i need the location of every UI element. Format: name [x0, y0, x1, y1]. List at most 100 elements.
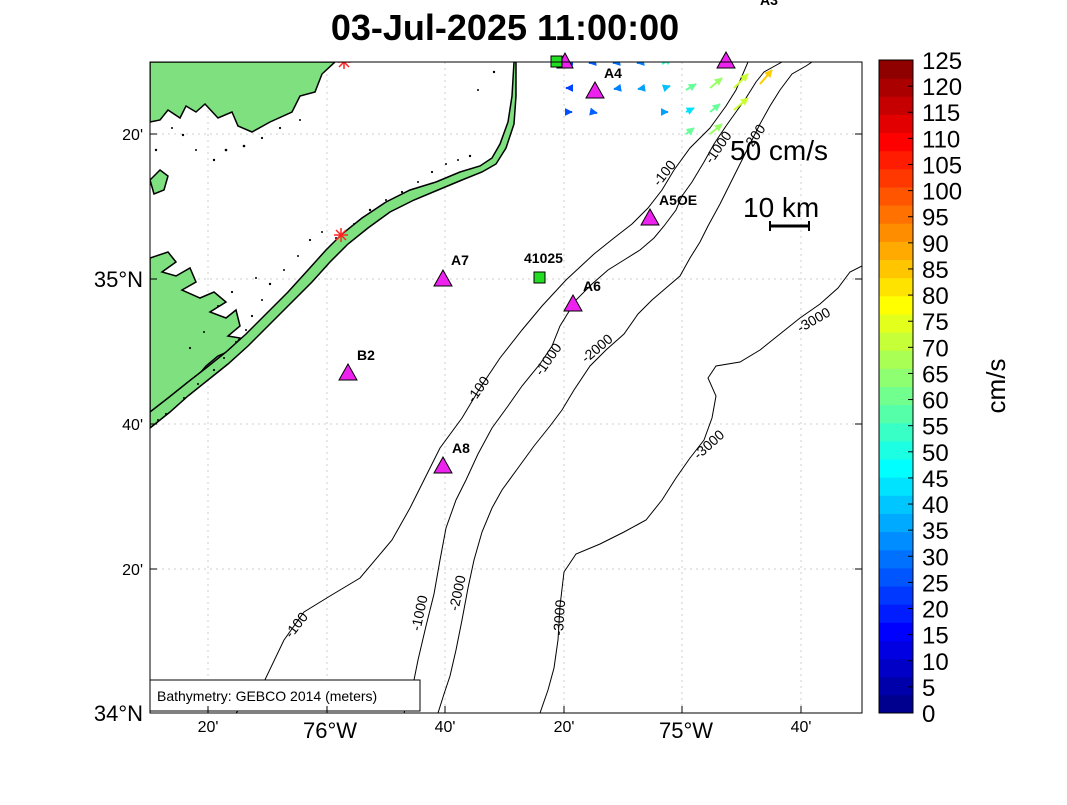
colorbar-cell: [879, 114, 913, 134]
colorbar-cell: [879, 676, 913, 696]
colorbar-tick-label: 70: [922, 335, 949, 362]
y-tick-label: 40': [122, 417, 143, 434]
station-triangle-b2[interactable]: [338, 362, 358, 381]
colorbar-tick-label: 80: [922, 283, 949, 310]
colorbar-cell: [879, 186, 913, 206]
radar-site-star: [337, 62, 351, 69]
colorbar-tick-label: 65: [922, 361, 949, 388]
colorbar-cell: [879, 313, 913, 333]
colorbar-cell: [879, 96, 913, 115]
colorbar-cell: [879, 295, 913, 315]
colorbar-cell: [879, 60, 913, 79]
map-panel: -100 -100 -100 -1000 -1000 -1000 -2000 -…: [150, 62, 862, 713]
colorbar-cell: [879, 440, 913, 460]
station-triangle-a4[interactable]: [585, 80, 605, 99]
radar-site-star: [334, 228, 348, 242]
colorbar-cell: [879, 332, 913, 351]
distance-scale-label: 10 km: [743, 192, 819, 223]
current-arrow: [637, 83, 646, 92]
colorbar-cell: [879, 241, 913, 261]
colorbar-tick-label: 120: [922, 74, 962, 101]
colorbar-cell: [879, 277, 913, 297]
map-border: [149, 61, 863, 714]
figure-title: 03-Jul-2025 11:00:00: [331, 7, 679, 48]
axis-tick-marks: [150, 133, 862, 713]
colorbar-cell: [879, 513, 913, 533]
current-arrow: [732, 62, 734, 63]
colorbar-cell: [879, 531, 913, 551]
station-triangle-a5oe[interactable]: [640, 207, 660, 226]
station-label-a8: A8: [452, 440, 470, 456]
colorbar-tick-label: 75: [922, 309, 949, 336]
scale-annotations: 50 cm/s 10 km: [730, 135, 828, 231]
bathymetry-note: Bathymetry: GEBCO 2014 (meters): [149, 679, 421, 712]
colorbar-cell: [879, 223, 913, 242]
colorbar-tick-label: 90: [922, 231, 949, 258]
current-arrow: [733, 73, 749, 89]
colorbar: 1251201151101051009590858075706560555045…: [878, 48, 1011, 728]
colorbar-tick-label: 5: [922, 675, 935, 702]
x-tick-label: 20': [198, 719, 219, 736]
colorbar-ticks: 1251201151101051009590858075706560555045…: [908, 48, 962, 728]
colorbar-cell: [879, 150, 913, 170]
colorbar-tick-label: 0: [922, 701, 935, 728]
bathymetry-contours: [235, 62, 862, 713]
colorbar-tick-label: 35: [922, 518, 949, 545]
colorbar-cell: [879, 259, 913, 279]
colorbar-cell: [879, 404, 913, 424]
colorbar-gradient: [879, 60, 913, 714]
colorbar-tick-label: 25: [922, 570, 949, 597]
x-tick-label: 40': [435, 719, 456, 736]
station-triangle-a7[interactable]: [433, 268, 453, 287]
colorbar-cell: [879, 622, 913, 641]
contour-label: -1000: [408, 594, 431, 633]
current-arrow: [613, 83, 622, 92]
colorbar-cell: [879, 459, 913, 478]
station-triangle-a8[interactable]: [433, 455, 453, 474]
y-tick-label: 34°N: [94, 701, 143, 726]
station-triangle-a3[interactable]: [716, 50, 736, 69]
current-arrow: [733, 97, 749, 111]
coastline-dots: [154, 70, 496, 421]
colorbar-cell: [879, 368, 913, 387]
colorbar-tick-label: 110: [922, 126, 960, 153]
x-tick-label: 40': [791, 719, 812, 736]
station-markers: [338, 50, 736, 474]
current-arrow: [685, 127, 695, 136]
current-arrow: [708, 62, 710, 63]
colorbar-cell: [879, 694, 913, 714]
colorbar-cell: [879, 132, 913, 152]
colorbar-border: [878, 59, 914, 714]
current-arrow: [685, 83, 697, 92]
x-tick-label: 76°W: [303, 718, 357, 743]
colorbar-cell: [879, 422, 913, 442]
colorbar-cell: [879, 658, 913, 678]
colorbar-cell: [879, 549, 913, 569]
station-label-a3: A3: [760, 0, 778, 8]
colorbar-cell: [879, 586, 913, 605]
colorbar-cell: [879, 640, 913, 660]
colorbar-tick-label: 15: [922, 623, 949, 650]
distance-scale-bar: [769, 221, 810, 231]
current-arrow: [709, 103, 721, 113]
station-triangle-a6[interactable]: [563, 293, 583, 312]
colorbar-tick-label: 100: [922, 179, 962, 206]
current-arrow: [685, 107, 695, 115]
y-axis-labels: 20' 35°N 40' 20' 34°N: [94, 127, 143, 726]
colorbar-tick-label: 115: [922, 100, 960, 127]
colorbar-cell: [879, 477, 913, 496]
station-label-a6: A6: [583, 278, 601, 294]
buoy-marker-41025[interactable]: [533, 271, 546, 284]
x-tick-label: 20': [554, 719, 575, 736]
colorbar-cell: [879, 495, 913, 514]
colorbar-tick-label: 95: [922, 205, 949, 232]
contour-label: -3000: [550, 599, 568, 636]
x-axis-labels: 20' 76°W 40' 20' 75°W 40': [198, 718, 812, 743]
contour-label: -2000: [446, 574, 469, 613]
colorbar-tick-label: 10: [922, 649, 949, 676]
x-tick-label: 75°W: [659, 718, 713, 743]
colorbar-cell: [879, 567, 913, 587]
colorbar-cell: [879, 604, 913, 623]
y-tick-label: 20': [122, 127, 143, 144]
colorbar-cell: [879, 205, 913, 224]
